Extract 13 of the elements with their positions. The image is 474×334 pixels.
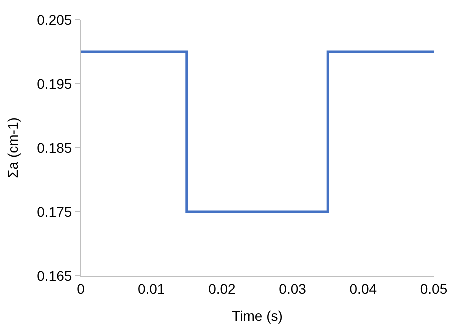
x-tick-label: 0.02 [208,280,236,297]
x-axis-title: Time (s) [232,308,283,324]
y-axis-title: Σa (cm-1) [4,118,21,178]
y-tick-label: 0.165 [37,268,72,284]
y-tick-label: 0.205 [37,12,72,28]
x-tick-label: 0.05 [420,280,448,297]
y-tick-label: 0.175 [37,204,72,220]
x-tick-label: 0.04 [350,280,378,297]
x-tick-label: 0.03 [279,280,307,297]
y-tick-label: 0.195 [37,76,72,92]
y-tick-label: 0.185 [37,140,72,156]
x-tick-label: 0 [77,280,86,297]
x-tick-label: 0.01 [138,280,166,297]
